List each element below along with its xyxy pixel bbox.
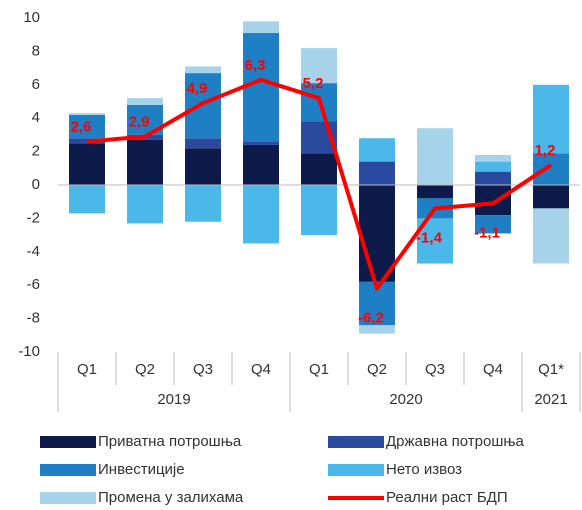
x-tick-label: Q4 [251, 361, 271, 378]
legend-swatch [40, 436, 96, 448]
bar-segment [243, 141, 279, 145]
legend-swatch [328, 436, 384, 448]
group-label: 2019 [157, 391, 190, 408]
gdp-line [86, 77, 553, 291]
data-label: -6,2 [358, 310, 384, 327]
group-label: 2021 [534, 391, 567, 408]
bar-segment [359, 138, 395, 162]
bar-segment [185, 185, 221, 222]
bar-segment [475, 161, 511, 172]
x-tick-label: Q3 [193, 361, 213, 378]
x-tick-label: Q1* [538, 361, 564, 378]
data-label: 4,9 [187, 80, 208, 97]
data-label: -1,1 [474, 224, 500, 241]
bar-segment [417, 128, 453, 185]
bar-segment [359, 161, 395, 185]
bar-segment [69, 143, 105, 185]
bar-segment [127, 98, 163, 105]
legend-swatch [40, 492, 96, 504]
bar-segment [185, 66, 221, 74]
bar-segment [301, 185, 337, 236]
x-tick-label: Q3 [425, 361, 445, 378]
bar-segment [533, 153, 569, 185]
data-label: -1,4 [416, 229, 443, 246]
data-label: 5,2 [303, 75, 324, 92]
y-tick-label: 0 [32, 176, 40, 193]
bar-segment [185, 73, 221, 139]
data-label: 1,2 [535, 142, 556, 159]
x-tick-label: Q2 [135, 361, 155, 378]
legend-label: Државна потрошња [386, 433, 525, 450]
y-tick-label: 2 [32, 143, 40, 160]
data-label: 2,9 [129, 114, 150, 131]
bar-segment [533, 185, 569, 209]
y-tick-label: 4 [32, 109, 40, 126]
x-tick-label: Q2 [367, 361, 387, 378]
bar-segment [69, 185, 105, 214]
y-tick-label: -8 [27, 310, 40, 327]
y-tick-label: 10 [23, 9, 40, 26]
bar-segment [243, 144, 279, 185]
y-tick-label: -10 [18, 343, 40, 360]
bar-segment [533, 84, 569, 154]
y-tick-label: -4 [27, 243, 40, 260]
bar-segment [359, 325, 395, 334]
x-tick-label: Q4 [483, 361, 503, 378]
y-tick-label: -2 [27, 209, 40, 226]
bar-segment [533, 208, 569, 264]
bar-segment [475, 215, 511, 234]
legend-label: Нето извоз [386, 461, 462, 478]
legend-label: Инвестиције [98, 461, 185, 478]
bar-segment [301, 48, 337, 84]
bar-segment [127, 139, 163, 185]
bar-segment [475, 185, 511, 216]
y-tick-label: -6 [27, 276, 40, 293]
bar-segment [417, 185, 453, 199]
y-tick-label: 8 [32, 42, 40, 59]
x-tick-label: Q1 [77, 361, 97, 378]
y-tick-label: 6 [32, 76, 40, 93]
bar-segment [243, 21, 279, 34]
data-label: 6,3 [245, 57, 266, 74]
bar-segment [69, 113, 105, 115]
bar-segment [359, 185, 395, 282]
data-label: 2,6 [71, 119, 92, 136]
legend-swatch [40, 464, 96, 476]
legend-label: Реални раст БДП [386, 489, 508, 506]
x-tick-label: Q1 [309, 361, 329, 378]
bar-segment [69, 114, 105, 139]
legend-swatch [328, 464, 384, 476]
group-label: 2020 [389, 391, 422, 408]
bar-segment [127, 185, 163, 224]
bar-segment [475, 171, 511, 185]
legend-label: Приватна потрошња [98, 433, 242, 450]
bar-segment [301, 153, 337, 185]
bar-segment [185, 138, 221, 149]
bar-segment [243, 33, 279, 142]
legend-label: Промена у залихама [98, 489, 244, 506]
bar-segment [185, 148, 221, 185]
bar-segment [475, 154, 511, 162]
bar-segment [243, 185, 279, 244]
